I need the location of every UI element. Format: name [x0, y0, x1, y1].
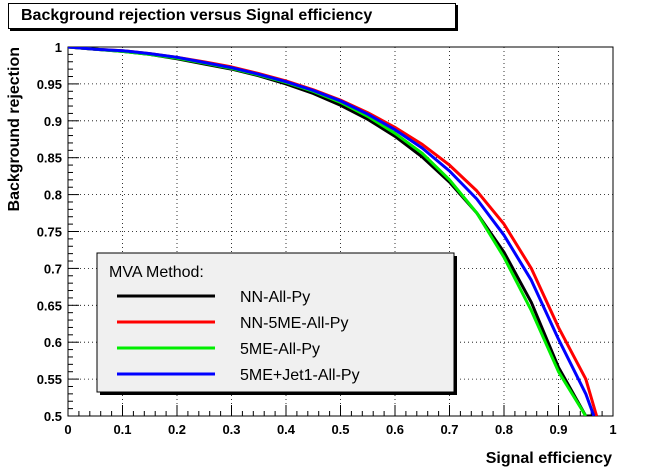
legend-entry-label: 5ME-All-Py [240, 341, 320, 358]
x-axis-title: Signal efficiency [486, 450, 612, 467]
legend-entry-label: NN-5ME-All-Py [240, 315, 348, 332]
x-tick-label: 0.3 [222, 422, 240, 437]
y-tick-label: 0.8 [44, 188, 62, 203]
x-tick-label: 0 [64, 422, 71, 437]
y-tick-label: 0.5 [44, 409, 62, 424]
chart-title: Background rejection versus Signal effic… [21, 7, 373, 24]
y-tick-label: 0.95 [37, 77, 62, 92]
x-tick-label: 0.8 [495, 422, 513, 437]
x-tick-label: 1 [609, 422, 616, 437]
x-tick-label: 0.1 [113, 422, 131, 437]
y-axis-title: Background rejection [6, 47, 23, 211]
y-tick-label: 1 [55, 40, 62, 55]
series-group [68, 47, 599, 416]
x-tick-label: 0.7 [440, 422, 458, 437]
y-tick-label: 0.75 [37, 225, 62, 240]
x-tick-label: 0.5 [331, 422, 349, 437]
chart-title-box: Background rejection versus Signal effic… [8, 3, 456, 29]
y-tick-label: 0.55 [37, 372, 62, 387]
x-tick-label: 0.6 [386, 422, 404, 437]
x-tick-label: 0.2 [168, 422, 186, 437]
legend-title: MVA Method: [109, 264, 204, 281]
legend-entry-label: 5ME+Jet1-All-Py [240, 367, 360, 384]
series-line-5me-jet1-all-py [68, 47, 596, 416]
x-tick-label: 0.4 [277, 422, 296, 437]
y-tick-label: 0.9 [44, 114, 62, 129]
y-tick-label: 0.65 [37, 298, 62, 313]
x-tick-label: 0.9 [549, 422, 567, 437]
y-tick-label: 0.7 [44, 261, 62, 276]
y-tick-label: 0.6 [44, 335, 62, 350]
legend-entry-label: NN-All-Py [240, 289, 310, 306]
y-tick-label: 0.85 [37, 151, 62, 166]
